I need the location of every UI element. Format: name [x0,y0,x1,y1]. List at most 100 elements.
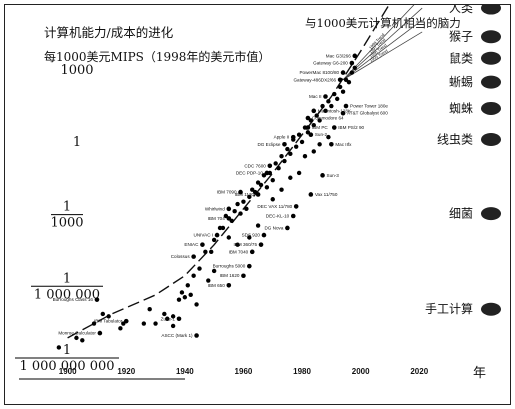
x-tick-label: 1960 [235,367,253,376]
animal-label: 细菌 [449,207,473,221]
data-point [165,316,170,321]
machine-point [331,125,337,130]
machine-point [320,173,325,178]
data-point [56,345,62,350]
machine-point [329,141,334,147]
chart-subtitle: 每1000美元MIPS（1998年的美元市值） [44,49,270,64]
data-point [258,182,264,188]
data-point [302,154,308,159]
machine-label: AT&T Globalyst 600 [347,111,388,116]
machine-label: IBM Tabulator [94,319,123,324]
machine-label: IBM PC [312,125,329,130]
y-tick-label: 1 000 000 [34,287,100,302]
machine-point [290,134,296,140]
data-point [244,206,249,212]
data-point [80,338,85,343]
machine-label: IBM 7090 [217,190,237,195]
x-tick-label: 2020 [410,367,428,376]
right-title: 与1000美元计算机相当的脑力 [305,16,461,30]
trend-line [342,31,423,81]
data-point [211,268,217,274]
data-point [311,149,316,154]
machine-point [241,273,246,279]
x-axis: 1900 1920 1940 1960 1980 2000 2020 [59,367,429,376]
machine-point [176,316,182,322]
machine-point [305,125,311,130]
data-point [326,99,331,104]
machine-label: SDS 920 [242,233,261,238]
machine-point [293,204,299,209]
data-point [346,79,352,85]
y-tick-label: 1000 [50,216,83,231]
data-point [211,237,217,243]
machine-point [349,60,355,66]
machine-point [94,297,100,302]
machine-point [308,192,314,197]
animal-label: 蜥蜴 [449,74,473,89]
machine-label: DG Eclipse [257,142,280,147]
y-tick-label: 1000 [60,63,93,78]
machine-label: Power Tower 180e [350,104,388,109]
machine-point [238,189,243,195]
animal-label: 手工计算 [425,301,473,316]
data-point [343,77,349,82]
data-point [141,321,147,326]
data-point [255,180,261,185]
data-point [220,225,226,231]
data-point [340,89,346,94]
data-point [317,142,322,147]
machine-label: IBM 650 [208,283,226,288]
machine-point [258,242,264,247]
y-tick-label: 1 [63,200,71,215]
machine-point [200,242,205,247]
machine-label: IBM 1620 [220,273,240,278]
data-point [255,223,261,228]
data-point [91,321,97,326]
machine-point [323,94,328,99]
data-point [153,321,158,326]
data-point [279,187,284,192]
data-point [282,158,287,164]
machine-labels: Mac G3/266 Gateway G6-200 PowerMac 8100/80… [53,53,389,338]
data-point [206,278,211,283]
trend-line [342,19,423,81]
machine-point [97,330,103,336]
data-point [270,197,275,202]
data-point [349,70,355,75]
data-point [273,161,278,166]
data-point [191,273,196,278]
data-point [247,235,252,240]
data-point [232,209,237,214]
chart-title: 计算机能力/成本的进化 [44,25,174,40]
machine-point [226,283,232,288]
machine-point [352,53,358,59]
animal-label: 线虫类 [437,133,473,147]
y-tick-label: 1 [73,135,81,150]
data-point [176,297,182,302]
data-point [320,103,325,109]
machine-label: Vax 11/750 [315,192,338,197]
machine-label: DEC VAX 11/780 [257,204,292,209]
machine-point [340,70,346,75]
machine-point [267,163,273,169]
data-point [203,249,208,255]
data-point [185,283,190,288]
data-point [118,326,123,331]
data-point [288,151,293,157]
data-point [74,335,79,341]
data-point [179,290,185,295]
data-point [170,314,176,319]
machine-point [194,333,199,338]
x-tick-label: 1920 [117,367,135,376]
data-point [188,292,193,298]
machine-point [264,170,270,176]
data-point [235,242,240,247]
evolution-chart: 计算机能力/成本的进化 每1000美元MIPS（1998年的美元市值） 与100… [15,5,501,381]
data-points [56,53,358,350]
data-point [335,96,340,102]
machine-point [214,232,220,238]
machine-label: Whirlwind [205,206,225,211]
animal-illustration [481,302,501,316]
